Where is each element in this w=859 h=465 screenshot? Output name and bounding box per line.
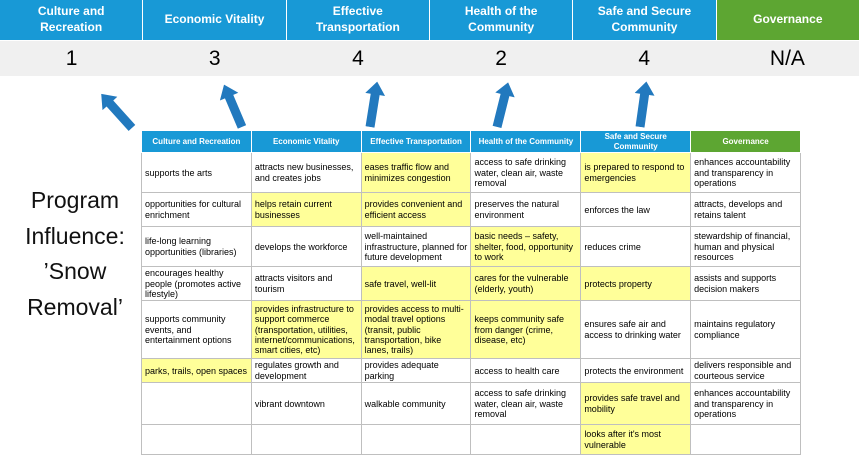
matrix-cell: protects the environment xyxy=(580,358,692,384)
up-arrow-icon xyxy=(630,80,656,128)
up-arrow-icon xyxy=(360,80,387,129)
matrix-cell: reduces crime xyxy=(580,226,692,268)
matrix-cell: vibrant downtown xyxy=(250,382,362,426)
up-arrow-icon xyxy=(492,82,515,129)
banner-score: 4 xyxy=(638,46,651,70)
banner-header: Safe and Secure Community xyxy=(573,0,716,40)
matrix-cell: eases traffic flow and minimizes congest… xyxy=(360,152,472,194)
matrix-cell xyxy=(360,424,472,456)
banner-score: 3 xyxy=(208,46,221,70)
matrix-cell: access to safe drinking water, clean air… xyxy=(470,152,582,194)
banner-score: 1 xyxy=(65,46,78,70)
banner-header: Governance xyxy=(716,0,859,40)
matrix-cell xyxy=(141,424,252,456)
scorecard-banner: Culture and Recreation Economic Vitality E… xyxy=(0,0,859,40)
matrix-cell: helps retain current businesses xyxy=(250,192,362,228)
matrix-cell: maintains regulatory compliance xyxy=(690,300,801,360)
matrix-cell: assists and supports decision makers xyxy=(690,266,801,302)
up-arrow-icon xyxy=(365,81,386,128)
matrix-header-row: Culture and Recreation Economic Vitality E… xyxy=(141,129,801,154)
matrix-cell: attracts new businesses, and creates job… xyxy=(250,152,362,194)
matrix-cell: stewardship of financial, human and phys… xyxy=(690,226,801,268)
banner-header: Effective Transportation xyxy=(286,0,429,40)
matrix-cell: safe travel, well-lit xyxy=(360,266,472,302)
banner-score: 2 xyxy=(495,46,507,70)
matrix-cell: access to safe drinking water, clean air… xyxy=(470,382,582,426)
matrix-cell: provides access to multi-modal travel op… xyxy=(360,300,472,360)
matrix-cell: access to health care xyxy=(470,358,582,384)
matrix-row: vibrant downtown walkable community access… xyxy=(141,382,801,426)
program-title: Program Influence: ’Snow Removal’ xyxy=(25,187,125,320)
banner-header: Economic Vitality xyxy=(143,0,286,40)
matrix-row: life-long learning opportunities (librar… xyxy=(141,226,801,268)
up-arrow-icon xyxy=(634,81,655,128)
matrix-cell: attracts, develops and retains talent xyxy=(690,192,801,228)
matrix-row: supports community events, and entertain… xyxy=(141,300,801,360)
matrix-row: supports the arts attracts new businesses… xyxy=(141,152,801,194)
matrix-cell: develops the workforce xyxy=(250,226,362,268)
matrix-cell xyxy=(250,424,362,456)
matrix-cell: supports the arts xyxy=(141,152,252,194)
matrix-header: Economic Vitality xyxy=(250,129,362,154)
matrix-cell: provides adequate parking xyxy=(360,358,472,384)
matrix-cell: provides convenient and efficient access xyxy=(360,192,472,228)
matrix-cell xyxy=(690,424,801,456)
matrix-header: Health of the Community xyxy=(470,129,582,154)
matrix-cell: cares for the vulnerable (elderly, youth… xyxy=(470,266,582,302)
influence-matrix: Culture and Recreation Economic Vitality E… xyxy=(141,129,801,456)
matrix-cell: encourages healthy people (promotes acti… xyxy=(141,266,252,302)
matrix-cell: protects property xyxy=(580,266,692,302)
banner-score: N/A xyxy=(769,46,805,70)
matrix-cell: enhances accountability and transparency… xyxy=(690,382,801,426)
matrix-cell: enforces the law xyxy=(580,192,692,228)
matrix-cell: attracts visitors and tourism xyxy=(250,266,362,302)
matrix-header: Safe and Secure Community xyxy=(580,129,692,154)
banner-header: Health of the Community xyxy=(429,0,573,40)
matrix-cell: walkable community xyxy=(360,382,472,426)
matrix-cell: delivers responsible and courteous servi… xyxy=(690,358,801,384)
banner-score: 4 xyxy=(352,46,364,70)
matrix-cell: opportunities for cultural enrichment xyxy=(141,192,252,228)
banner-header: Culture and Recreation xyxy=(0,0,143,40)
up-arrow-icon xyxy=(215,81,251,131)
matrix-header: Governance xyxy=(690,129,801,154)
score-row: 1 3 4 2 4 N/A xyxy=(0,41,859,76)
matrix-header: Effective Transportation xyxy=(360,129,472,154)
matrix-cell: ensures safe air and access to drinking … xyxy=(580,300,692,360)
matrix-cell: supports community events, and entertain… xyxy=(141,300,252,360)
up-arrow-icon xyxy=(101,93,136,132)
matrix-cell: enhances accountability and transparency… xyxy=(690,152,801,194)
matrix-row: looks after it's most vulnerable xyxy=(141,424,801,456)
matrix-cell: preserves the natural environment xyxy=(470,192,582,228)
matrix-row: opportunities for cultural enrichment hel… xyxy=(141,192,801,228)
matrix-cell: parks, trails, open spaces xyxy=(141,358,252,384)
matrix-row: parks, trails, open spaces regulates grow… xyxy=(141,358,801,384)
matrix-body: supports the arts attracts new businesses… xyxy=(141,152,801,456)
matrix-cell: looks after it's most vulnerable xyxy=(580,424,692,456)
matrix-cell xyxy=(470,424,582,456)
matrix-cell: regulates growth and development xyxy=(250,358,362,384)
matrix-cell: basic needs – safety, shelter, food, opp… xyxy=(470,226,582,268)
matrix-cell xyxy=(141,382,252,426)
matrix-cell: provides safe travel and mobility xyxy=(580,382,692,426)
up-arrow-icon xyxy=(94,87,140,135)
matrix-cell: keeps community safe from danger (crime,… xyxy=(470,300,582,360)
matrix-header: Culture and Recreation xyxy=(141,129,252,154)
matrix-row: encourages healthy people (promotes acti… xyxy=(141,266,801,302)
up-arrow-icon xyxy=(219,84,247,129)
matrix-cell: is prepared to respond to emergencies xyxy=(580,152,692,194)
matrix-cell: life-long learning opportunities (librar… xyxy=(141,226,252,268)
up-arrow-icon xyxy=(487,80,518,129)
matrix-cell: provides infrastructure to support comme… xyxy=(250,300,362,360)
matrix-cell: well-maintained infrastructure, planned … xyxy=(360,226,472,268)
